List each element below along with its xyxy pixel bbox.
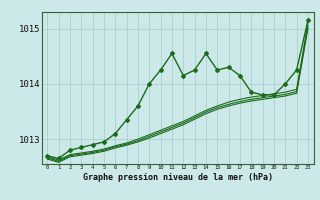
X-axis label: Graphe pression niveau de la mer (hPa): Graphe pression niveau de la mer (hPa) xyxy=(83,173,273,182)
